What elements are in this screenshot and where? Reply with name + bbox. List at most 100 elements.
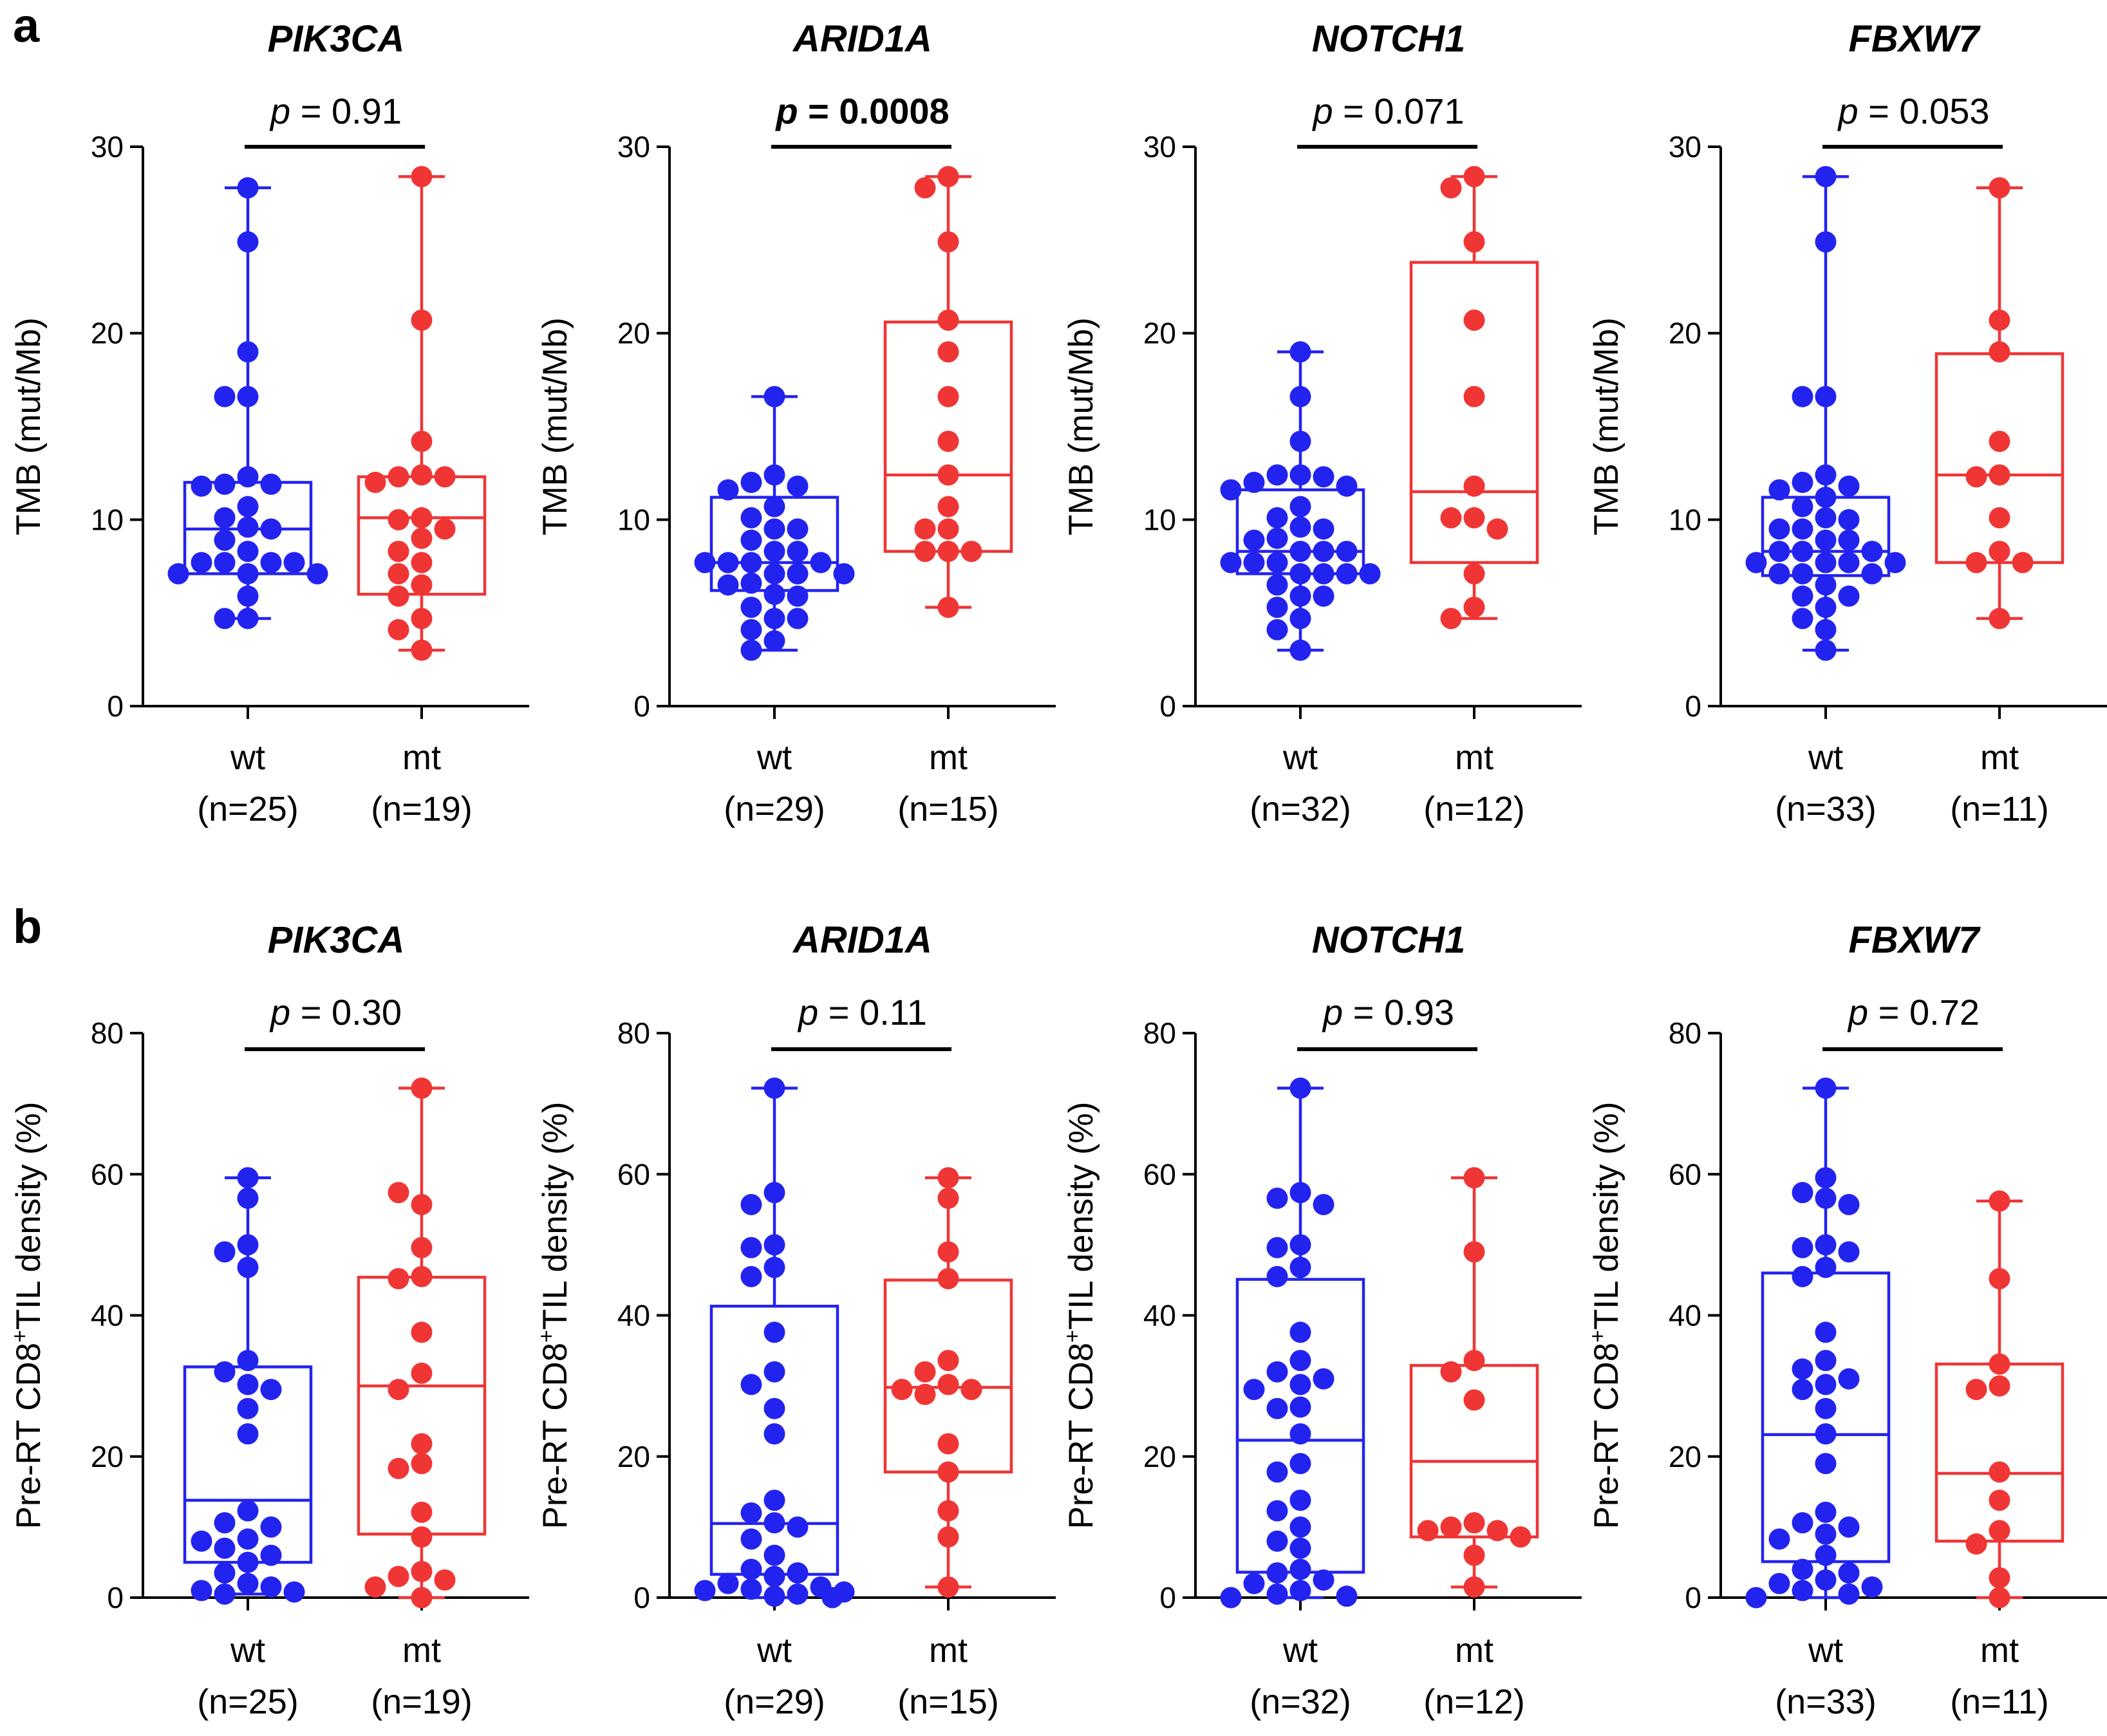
data-point [810, 552, 832, 574]
data-point [1336, 475, 1358, 497]
data-point [411, 552, 433, 574]
p-value-label: p = 0.053 [1837, 91, 1989, 131]
p-value-label: p = 0.071 [1311, 91, 1464, 131]
data-point [763, 496, 785, 518]
data-point [388, 541, 409, 563]
data-point [237, 1374, 259, 1395]
data-point [937, 309, 959, 331]
chart-title: ARID1A [792, 919, 932, 961]
data-point [1861, 541, 1883, 563]
y-axis-label-rest: TIL density (%) [1587, 1102, 1625, 1330]
y-tick-label: 40 [1143, 1299, 1176, 1332]
data-point [237, 177, 259, 199]
y-tick-label: 0 [107, 689, 124, 723]
y-axis-label-main: Pre-RT CD8 [536, 1343, 574, 1529]
data-point [740, 596, 762, 618]
p-value: = 0.93 [1343, 992, 1454, 1032]
group-wt: wt (n=32) [1220, 341, 1381, 828]
data-point [891, 1379, 913, 1401]
data-point [411, 309, 433, 331]
data-point [914, 1383, 936, 1405]
data-point [1838, 552, 1860, 574]
data-point [1220, 479, 1242, 501]
data-point [1792, 1182, 1813, 1204]
data-point [237, 1423, 259, 1445]
data-point [1289, 464, 1311, 486]
box-iqr [1409, 261, 1539, 565]
data-point [1486, 1520, 1508, 1542]
group-mt: mt (n=19) [357, 165, 487, 828]
data-point [937, 496, 959, 518]
data-point [833, 563, 855, 584]
y-tick-label: 20 [91, 317, 124, 350]
x-n-label: (n=29) [724, 790, 825, 828]
data-point [1313, 1569, 1334, 1591]
data-point [1289, 1453, 1311, 1475]
data-point [214, 552, 236, 574]
data-point [1463, 1576, 1485, 1598]
data-point [411, 1560, 433, 1582]
data-point [787, 1562, 809, 1584]
x-category-label: mt [929, 738, 968, 777]
data-point [763, 1489, 785, 1511]
p-value: = 0.30 [290, 992, 402, 1032]
data-point [388, 1457, 409, 1479]
data-point [237, 516, 259, 538]
data-point [1989, 507, 2010, 528]
group-mt: mt (n=12) [1409, 1167, 1539, 1721]
data-point [411, 165, 433, 187]
data-point [1989, 1489, 2010, 1511]
data-point [787, 608, 809, 630]
data-point [1463, 165, 1485, 187]
data-point [237, 563, 259, 584]
data-point [1768, 541, 1790, 563]
y-tick-label: 30 [1143, 130, 1176, 163]
data-point [1289, 1537, 1311, 1559]
data-point [1220, 552, 1242, 574]
data-point [740, 552, 762, 574]
chart-title: NOTCH1 [1312, 919, 1465, 961]
p-symbol: p [774, 91, 798, 131]
data-point [237, 1500, 259, 1522]
data-point [214, 608, 236, 630]
data-point [1289, 1350, 1311, 1372]
data-point [1243, 529, 1265, 551]
x-category-label: wt [1808, 738, 1843, 777]
data-point [1768, 1573, 1790, 1594]
y-tick-label: 20 [617, 1440, 650, 1473]
data-point [1965, 1379, 1987, 1401]
data-point [937, 518, 959, 540]
data-point [1815, 1167, 1837, 1189]
data-point [411, 464, 433, 486]
data-point [1289, 585, 1311, 607]
p-value: = 0.72 [1868, 992, 1980, 1032]
data-point [1792, 1237, 1813, 1258]
data-point [1815, 1397, 1837, 1419]
data-point [1815, 1423, 1837, 1445]
data-point [1289, 1374, 1311, 1395]
y-tick-label: 30 [1669, 130, 1701, 163]
chart-a-fbxw7: FBXW7 p = 0.053 0 10 20 30 TMB (mut/Mb) wt (n=33… [1587, 18, 2107, 828]
y-tick-label: 20 [1669, 1440, 1701, 1473]
x-category-label: wt [1282, 1631, 1318, 1670]
data-point [821, 1587, 843, 1609]
x-n-label: (n=32) [1250, 1683, 1351, 1721]
data-point [1440, 177, 1462, 199]
data-point [214, 1512, 236, 1534]
y-tick-label: 40 [1669, 1299, 1701, 1332]
data-point [937, 231, 959, 253]
data-point [1838, 1193, 1860, 1215]
data-point [1313, 585, 1334, 607]
data-point [787, 1583, 809, 1605]
group-wt: wt (n=25) [183, 1167, 313, 1721]
data-point [1989, 541, 2010, 563]
data-point [740, 1265, 762, 1287]
data-point [763, 541, 785, 563]
data-point [763, 518, 785, 540]
data-point [763, 1256, 785, 1278]
data-point [740, 471, 762, 493]
data-point [191, 1580, 212, 1601]
y-axis-label: TMB (mut/Mb) [536, 317, 574, 536]
data-point [237, 585, 259, 607]
p-symbol: p [1322, 992, 1343, 1032]
